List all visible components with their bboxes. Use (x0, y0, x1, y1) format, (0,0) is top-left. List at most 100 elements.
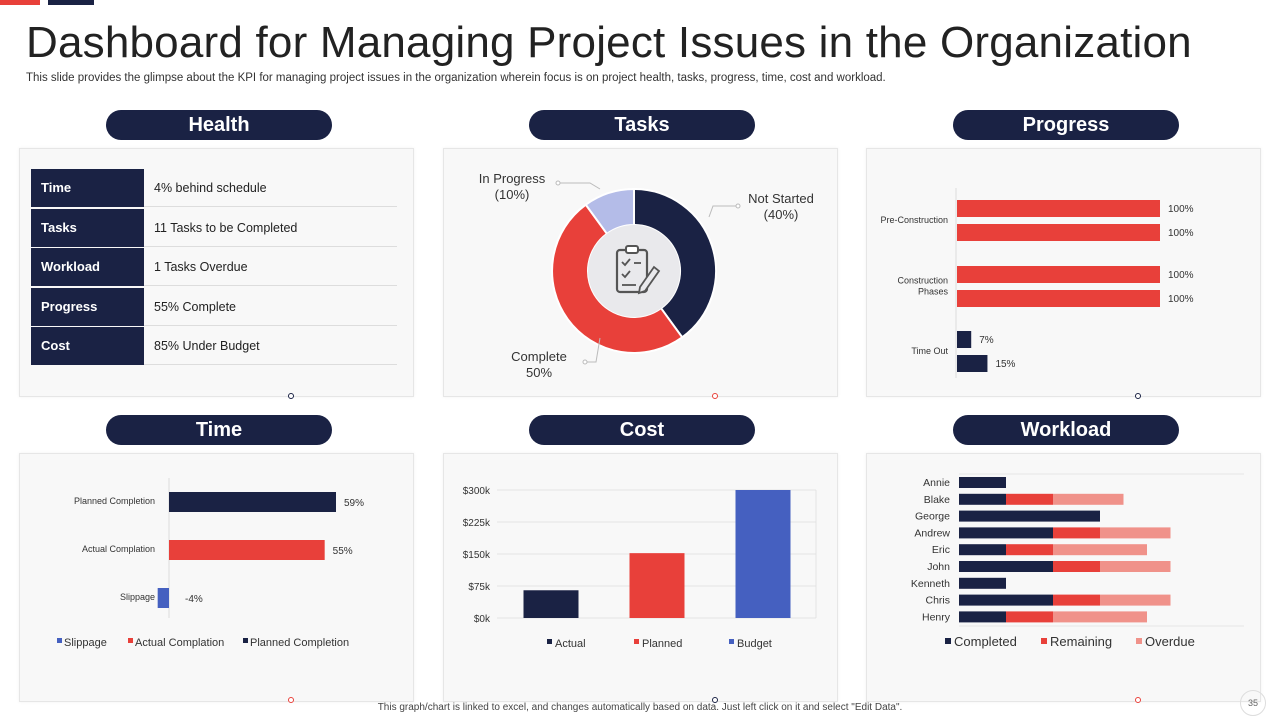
time-legend-label: Slippage (64, 637, 107, 649)
health-row-label: Workload (31, 248, 144, 286)
workload-person-label: Eric (932, 544, 950, 556)
health-row-value: 85% Under Budget (144, 327, 397, 365)
workload-bar-segment (959, 510, 1100, 522)
progress-header: Progress (953, 110, 1179, 140)
workload-person-label: Chris (925, 595, 950, 607)
leader-dot (582, 359, 588, 365)
health-row: Tasks 11 Tasks to be Completed (31, 208, 397, 247)
leader-dot (555, 180, 561, 186)
workload-person-label: George (915, 511, 950, 523)
workload-person-label: Annie (923, 477, 950, 489)
cost-bar (629, 553, 685, 618)
cost-header: Cost (529, 415, 755, 445)
progress-bar (957, 331, 972, 348)
time-bar-chart: Planned Completion 59% Actual Complation 55… (57, 478, 364, 649)
workload-bar-segment (959, 527, 1053, 539)
workload-bar-segment (1006, 611, 1053, 623)
workload-header: Workload (953, 415, 1179, 445)
time-legend-swatch (243, 638, 248, 643)
health-row-value: 4% behind schedule (144, 169, 397, 207)
cost-bar (735, 490, 791, 618)
tasks-header: Tasks (529, 110, 755, 140)
donut-slice-label: In Progress (479, 171, 546, 186)
progress-bar (957, 266, 1160, 283)
health-header: Health (106, 110, 332, 140)
donut-slice-label: Complete (511, 349, 567, 364)
panel-dot (288, 697, 294, 703)
cost-ytick-label: $0k (474, 614, 491, 625)
cost-ytick-label: $225k (463, 518, 491, 529)
time-legend-label: Planned Completion (250, 637, 349, 649)
workload-bar-segment (959, 544, 1006, 556)
cost-legend-label: Planned (642, 638, 682, 650)
cost-ytick-label: $75k (468, 582, 491, 593)
health-row: Time 4% behind schedule (31, 169, 397, 207)
page-subtitle: This slide provides the glimpse about th… (26, 72, 886, 84)
donut-slice-percent: (40%) (764, 207, 799, 222)
page-title: Dashboard for Managing Project Issues in… (26, 18, 1192, 67)
workload-person-label: Henry (922, 611, 951, 623)
health-row-value: 55% Complete (144, 288, 397, 326)
workload-bar-segment (1053, 527, 1100, 539)
progress-category-label: Time Out (911, 346, 948, 356)
progress-bar-value-label: 100% (1168, 270, 1194, 281)
donut-slice-label: Not Started (748, 191, 814, 206)
progress-category-label: Phases (918, 287, 949, 297)
leader-line (708, 205, 738, 218)
panel-dot (1135, 697, 1141, 703)
progress-bar (957, 290, 1160, 307)
time-bar (169, 540, 325, 560)
health-row-value: 1 Tasks Overdue (144, 248, 397, 286)
footer-note: This graph/chart is linked to excel, and… (377, 702, 903, 713)
workload-bar-segment (959, 561, 1053, 572)
workload-person-label: Kenneth (911, 578, 950, 590)
time-header: Time (106, 415, 332, 445)
cost-ytick-label: $300k (463, 486, 491, 497)
time-category-label: Actual Complation (82, 544, 155, 554)
progress-bar-value-label: 100% (1168, 204, 1194, 215)
clipboard-icon (588, 225, 680, 317)
workload-bar-segment (1100, 527, 1171, 539)
health-row-label: Cost (31, 327, 144, 365)
workload-bar-segment (959, 611, 1006, 623)
workload-bar-segment (1006, 493, 1053, 505)
health-row-value: 11 Tasks to be Completed (144, 209, 397, 247)
progress-bar (957, 200, 1160, 217)
cost-legend-label: Actual (555, 638, 586, 650)
page-number: 35 (1240, 690, 1266, 716)
progress-bar (957, 224, 1160, 241)
workload-bar-segment (959, 577, 1006, 589)
progress-bar-value-label: 7% (979, 335, 994, 346)
leader-line (558, 182, 601, 190)
panel-dot (712, 393, 718, 399)
health-row: Workload 1 Tasks Overdue (31, 248, 397, 286)
workload-bar-segment (1053, 544, 1147, 556)
workload-bar-segment (1053, 493, 1124, 505)
workload-bar-segment (1053, 611, 1147, 623)
workload-bar-segment (959, 477, 1006, 488)
cost-bar (523, 590, 579, 618)
time-legend-swatch (128, 638, 133, 643)
workload-person-label: John (927, 561, 950, 573)
workload-legend-swatch (1136, 638, 1142, 644)
progress-bar-chart: Pre-Construction 100% 100% ConstructionPhas… (880, 188, 1194, 378)
donut-slice-percent: (10%) (495, 187, 530, 202)
progress-bar-value-label: 15% (995, 359, 1015, 370)
time-value-label: -4% (185, 594, 203, 605)
workload-bar-segment (1053, 594, 1100, 606)
time-category-label: Slippage (120, 592, 155, 602)
health-table: Time 4% behind schedule Tasks 11 Tasks t… (31, 169, 397, 367)
health-row-label: Time (31, 169, 144, 207)
cost-legend-label: Budget (737, 638, 772, 650)
time-value-label: 59% (344, 498, 364, 509)
workload-bar-segment (1100, 561, 1171, 572)
leader-line (585, 337, 601, 363)
cost-legend-swatch (729, 639, 734, 644)
cost-ytick-label: $150k (463, 550, 491, 561)
time-bar (169, 492, 336, 512)
progress-bar (957, 355, 988, 372)
progress-category-label: Pre-Construction (880, 215, 948, 225)
panel-dot (288, 393, 294, 399)
cost-legend-swatch (634, 639, 639, 644)
